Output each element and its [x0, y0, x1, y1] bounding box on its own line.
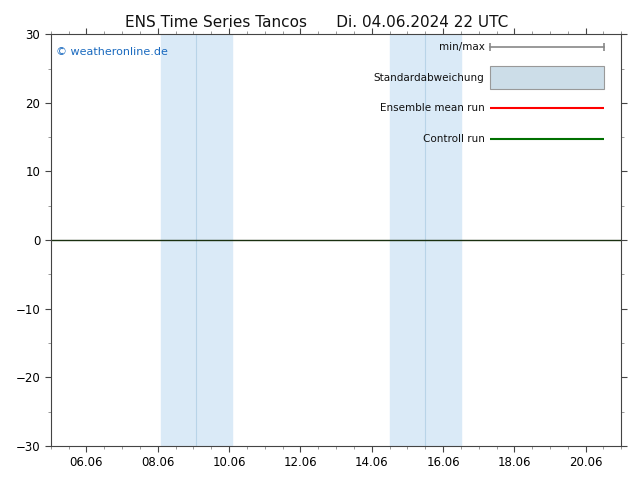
Text: min/max: min/max: [439, 42, 484, 51]
Bar: [490, 66, 604, 89]
Text: Controll run: Controll run: [422, 134, 484, 144]
Text: © weatheronline.de: © weatheronline.de: [56, 47, 168, 57]
Text: ENS Time Series Tancos      Di. 04.06.2024 22 UTC: ENS Time Series Tancos Di. 04.06.2024 22…: [126, 15, 508, 30]
Bar: [160, 34, 232, 446]
Bar: [389, 34, 461, 446]
Text: Ensemble mean run: Ensemble mean run: [380, 103, 484, 113]
Text: Standardabweichung: Standardabweichung: [373, 73, 484, 82]
